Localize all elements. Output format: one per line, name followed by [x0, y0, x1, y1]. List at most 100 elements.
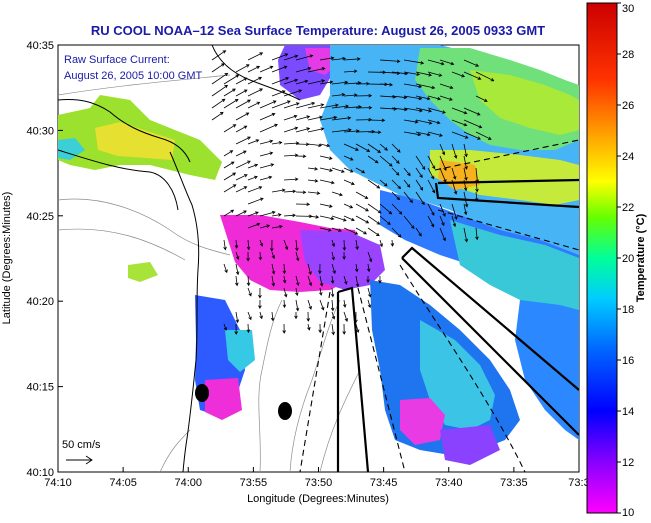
current-vector	[283, 78, 299, 85]
current-vector	[342, 299, 347, 308]
current-vector	[271, 53, 289, 61]
current-vector	[247, 222, 261, 229]
transect-dashed-middle	[437, 209, 579, 251]
contour-line	[58, 228, 186, 261]
transect-dashed-north	[434, 139, 579, 171]
current-vector	[235, 112, 250, 121]
current-vector	[390, 239, 395, 247]
colorbar-label: Temperature (°C)	[635, 213, 647, 302]
current-vector	[427, 167, 435, 180]
current-vector	[270, 239, 274, 252]
current-vector	[343, 203, 354, 209]
annotation-line1: Raw Surface Current:	[64, 54, 170, 66]
current-vector	[367, 287, 372, 298]
current-vector	[439, 227, 446, 242]
current-vector	[259, 123, 278, 133]
current-vector	[211, 84, 229, 97]
current-vector	[295, 202, 311, 207]
y-tick-label: 40:30	[26, 125, 54, 137]
current-vector	[355, 275, 360, 288]
current-vector	[295, 154, 307, 158]
current-vector	[427, 71, 443, 77]
colorbar-tick-label: 18	[622, 304, 634, 316]
current-vector	[258, 251, 263, 261]
current-vector	[235, 186, 248, 193]
current-vector	[427, 107, 447, 114]
y-tick-label: 40:35	[26, 40, 54, 52]
current-vector	[307, 179, 319, 183]
current-vector	[258, 299, 262, 310]
transect-dashed-south-b	[357, 287, 406, 472]
sst-patch-south-cyan	[420, 320, 495, 430]
current-vector	[235, 64, 250, 73]
current-vector	[319, 215, 335, 221]
current-vector	[331, 227, 342, 232]
current-vector	[247, 175, 258, 181]
current-vector	[283, 239, 289, 251]
current-vector	[306, 311, 311, 322]
transect-outlines	[299, 139, 579, 472]
current-vector	[319, 56, 335, 61]
coastline-staten-island	[58, 99, 191, 163]
current-vector	[295, 101, 316, 109]
x-tick-label: 74:00	[174, 477, 202, 489]
current-vector	[451, 71, 465, 78]
current-vector	[427, 131, 443, 137]
current-vector	[475, 95, 488, 102]
current-vector	[367, 299, 372, 309]
current-vector	[234, 323, 238, 335]
current-vector	[439, 215, 445, 227]
current-vector	[246, 239, 251, 251]
current-vector	[343, 311, 348, 323]
y-axis-ticks: 40:35 40:30 40:25 40:20 40:15 40:10	[26, 40, 63, 479]
x-tick-label: 73:40	[435, 477, 463, 489]
current-vector	[235, 263, 240, 276]
current-vector	[283, 153, 299, 158]
x-axis-ticks: 74:10 74:05 74:00 73:55 73:50 73:45 73:40 73:35…	[44, 467, 590, 489]
current-vector	[319, 299, 325, 311]
current-vector	[318, 263, 322, 275]
transect-dashed-south-c	[399, 264, 526, 472]
current-vector	[235, 275, 239, 287]
scale-arrow	[66, 455, 93, 465]
current-vector	[271, 251, 275, 260]
current-vector	[295, 66, 312, 73]
coastline-long-island-shore	[211, 45, 301, 101]
current-vector	[366, 276, 370, 284]
colorbar-tick-label: 12	[622, 457, 634, 469]
current-vector	[378, 275, 382, 284]
current-vectors	[211, 50, 495, 336]
current-vector	[331, 116, 352, 121]
current-vector	[379, 239, 383, 248]
current-vector	[342, 239, 347, 251]
y-tick-label: 40:10	[26, 467, 54, 479]
current-vector	[451, 131, 469, 139]
colorbar-ticks: 30 28 26 24 22 20 18 16 14 12 10	[617, 2, 634, 519]
current-vector	[307, 127, 325, 133]
colorbar-tick-label: 14	[622, 406, 634, 418]
current-vector	[355, 167, 366, 174]
current-vector	[427, 95, 442, 101]
current-vector	[331, 56, 347, 61]
current-vector	[366, 263, 371, 273]
current-vector	[355, 105, 373, 110]
transect-box-northeast	[434, 178, 579, 209]
current-vector	[415, 83, 436, 90]
current-vector	[271, 65, 288, 73]
colorbar-tick-label: 28	[622, 49, 634, 61]
current-vector	[403, 71, 421, 76]
annotation-line2: August 26, 2005 10:00 GMT	[64, 70, 202, 82]
current-vector	[475, 131, 492, 140]
x-axis-label: Longitude (Degrees:Minutes)	[247, 493, 389, 505]
current-vector	[475, 71, 495, 82]
current-vector	[439, 59, 455, 66]
colorbar-tick-label: 22	[622, 202, 634, 214]
current-vector	[282, 299, 287, 309]
current-vector	[342, 323, 346, 335]
current-vector	[318, 323, 322, 334]
current-vector	[403, 131, 422, 137]
current-vector	[235, 136, 251, 145]
current-vector	[367, 118, 386, 123]
x-tick-label: 73:35	[500, 477, 528, 489]
current-vector	[259, 239, 264, 247]
